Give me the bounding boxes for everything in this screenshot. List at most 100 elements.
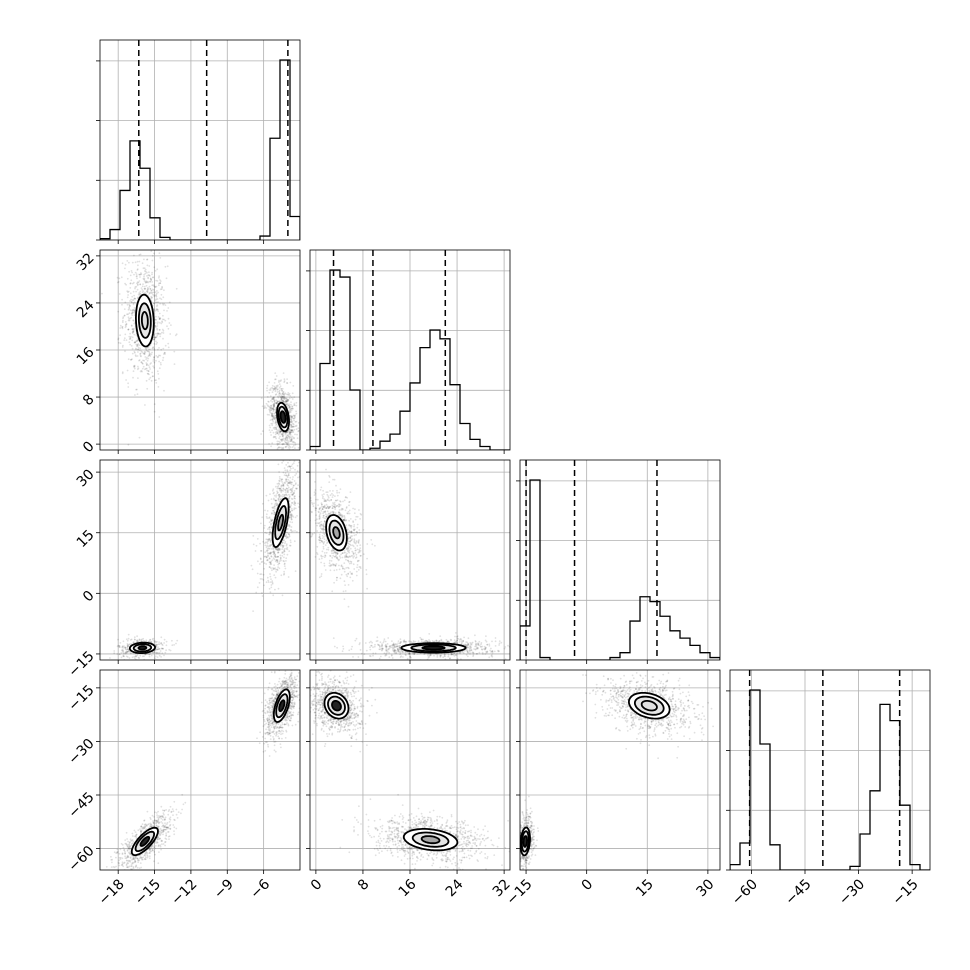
sample-point [480, 648, 483, 651]
sample-point [126, 645, 129, 648]
sample-point [295, 401, 298, 404]
sample-point [288, 550, 291, 552]
sample-point [127, 855, 129, 858]
sample-point [154, 811, 156, 814]
sample-point [403, 640, 406, 643]
sample-point [452, 641, 455, 644]
sample-point [303, 531, 305, 533]
sample-point [289, 433, 292, 435]
sample-point [274, 420, 277, 422]
sample-point [286, 494, 288, 497]
sample-point [181, 808, 184, 811]
sample-point [345, 573, 348, 576]
sample-point [273, 402, 276, 405]
sample-point [275, 568, 277, 571]
sample-point [140, 361, 143, 364]
sample-point [289, 469, 291, 472]
sample-point [133, 364, 136, 367]
sample-point [149, 825, 151, 827]
sample-point [491, 650, 493, 653]
sample-point [139, 293, 142, 295]
sample-point [406, 651, 409, 654]
sample-point [156, 838, 158, 840]
sample-point [336, 552, 339, 555]
sample-point [348, 562, 351, 565]
sample-point [348, 500, 351, 503]
sample-point [272, 387, 274, 390]
sample-point [275, 375, 278, 377]
sample-point [335, 505, 338, 507]
sample-point [356, 548, 359, 551]
sample-point [344, 590, 347, 592]
sample-point [274, 412, 277, 415]
sample-point [153, 308, 156, 311]
sample-point [484, 647, 487, 649]
sample-point [494, 640, 497, 643]
sample-point [284, 489, 287, 491]
sample-point [460, 658, 462, 660]
sample-point [151, 271, 154, 274]
sample-point [145, 851, 148, 853]
sample-point [271, 412, 274, 415]
sample-point [342, 518, 345, 521]
sample-point [135, 388, 138, 391]
sample-point [343, 517, 346, 520]
sample-point [136, 857, 139, 860]
sample-point [429, 640, 432, 643]
sample-point [458, 639, 461, 641]
sample-point [151, 254, 154, 257]
sample-point [359, 566, 362, 568]
sample-point [147, 287, 150, 290]
sample-point [278, 381, 280, 383]
sample-point [155, 332, 158, 335]
sample-point [136, 275, 138, 277]
sample-point [323, 505, 326, 508]
sample-point [155, 298, 158, 301]
contour-line [276, 401, 290, 433]
sample-point [333, 501, 336, 504]
sample-point [475, 653, 478, 655]
sample-point [133, 301, 136, 304]
sample-point [125, 831, 128, 834]
sample-point [152, 360, 155, 362]
sample-point [162, 812, 165, 815]
sample-point [144, 827, 146, 829]
density-core [278, 514, 284, 531]
sample-point [334, 503, 337, 506]
sample-point [413, 641, 415, 644]
sample-point [328, 474, 330, 477]
sample-point [354, 639, 357, 642]
sample-point [293, 497, 296, 499]
sample-point [115, 852, 118, 854]
sample-point [167, 831, 170, 833]
sample-point [408, 640, 410, 643]
sample-point [156, 841, 159, 843]
sample-point [263, 405, 266, 408]
sample-point [119, 342, 122, 345]
sample-point [296, 487, 298, 490]
sample-point [420, 638, 423, 641]
sample-point [290, 490, 293, 492]
sample-point [158, 252, 161, 255]
sample-point [159, 837, 161, 840]
sample-point [283, 380, 286, 382]
sample-point [323, 525, 325, 528]
sample-point [285, 474, 287, 477]
sample-point [133, 294, 136, 297]
sample-point [117, 638, 119, 641]
sample-point [286, 398, 289, 401]
sample-point [319, 512, 322, 515]
sample-point [289, 456, 291, 458]
sample-point [164, 841, 167, 843]
sample-point [142, 826, 145, 829]
sample-point [313, 491, 316, 494]
sample-point [319, 527, 322, 529]
sample-point [130, 359, 132, 361]
sample-point [274, 411, 277, 414]
sample-point [450, 653, 453, 656]
sample-point [272, 398, 274, 401]
sample-point [175, 813, 178, 816]
sample-point [268, 525, 271, 528]
sample-point [284, 392, 287, 395]
sample-point [286, 476, 289, 479]
